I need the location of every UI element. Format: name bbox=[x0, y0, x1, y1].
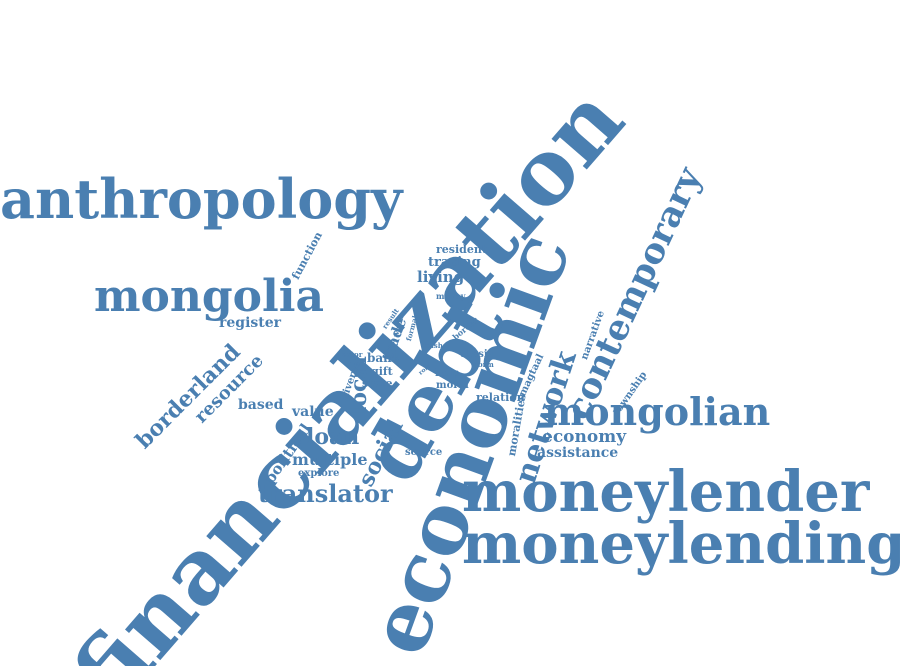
word-moral: moral bbox=[436, 380, 469, 391]
word-based: based bbox=[238, 397, 284, 413]
word-mongolian: mongolian bbox=[544, 389, 771, 434]
word-gift: gift bbox=[371, 365, 393, 378]
word-moneylender: moneylender bbox=[462, 459, 870, 525]
word-anthropology: anthropology bbox=[0, 167, 403, 231]
word-moneylending: moneylending bbox=[462, 511, 900, 577]
word-bank: bank bbox=[367, 351, 401, 365]
word-source: source bbox=[405, 447, 443, 458]
word-actor: actor bbox=[342, 350, 363, 359]
word-cash: cash bbox=[425, 341, 443, 350]
word-mongolia: mongolia bbox=[94, 271, 324, 322]
word-form: form bbox=[475, 360, 494, 369]
word-assistance: assistance bbox=[537, 445, 619, 461]
word-explore: explore bbox=[298, 468, 340, 479]
word-register: register bbox=[219, 315, 282, 331]
word-translator: translator bbox=[258, 479, 393, 508]
word-multiple: multiple bbox=[292, 450, 368, 469]
word-living: living bbox=[417, 268, 465, 286]
word-loan: loan bbox=[306, 424, 360, 450]
word-state: state bbox=[362, 377, 393, 390]
word-money: money bbox=[436, 291, 466, 301]
word-help: help bbox=[435, 368, 460, 379]
word-resident: resident bbox=[436, 243, 487, 256]
word-economy: economy bbox=[542, 427, 627, 447]
word-value: value bbox=[292, 404, 334, 420]
word-thesis: thesis bbox=[460, 349, 494, 360]
word-tracing: tracing bbox=[428, 255, 481, 270]
word-relation: relation bbox=[476, 391, 525, 404]
